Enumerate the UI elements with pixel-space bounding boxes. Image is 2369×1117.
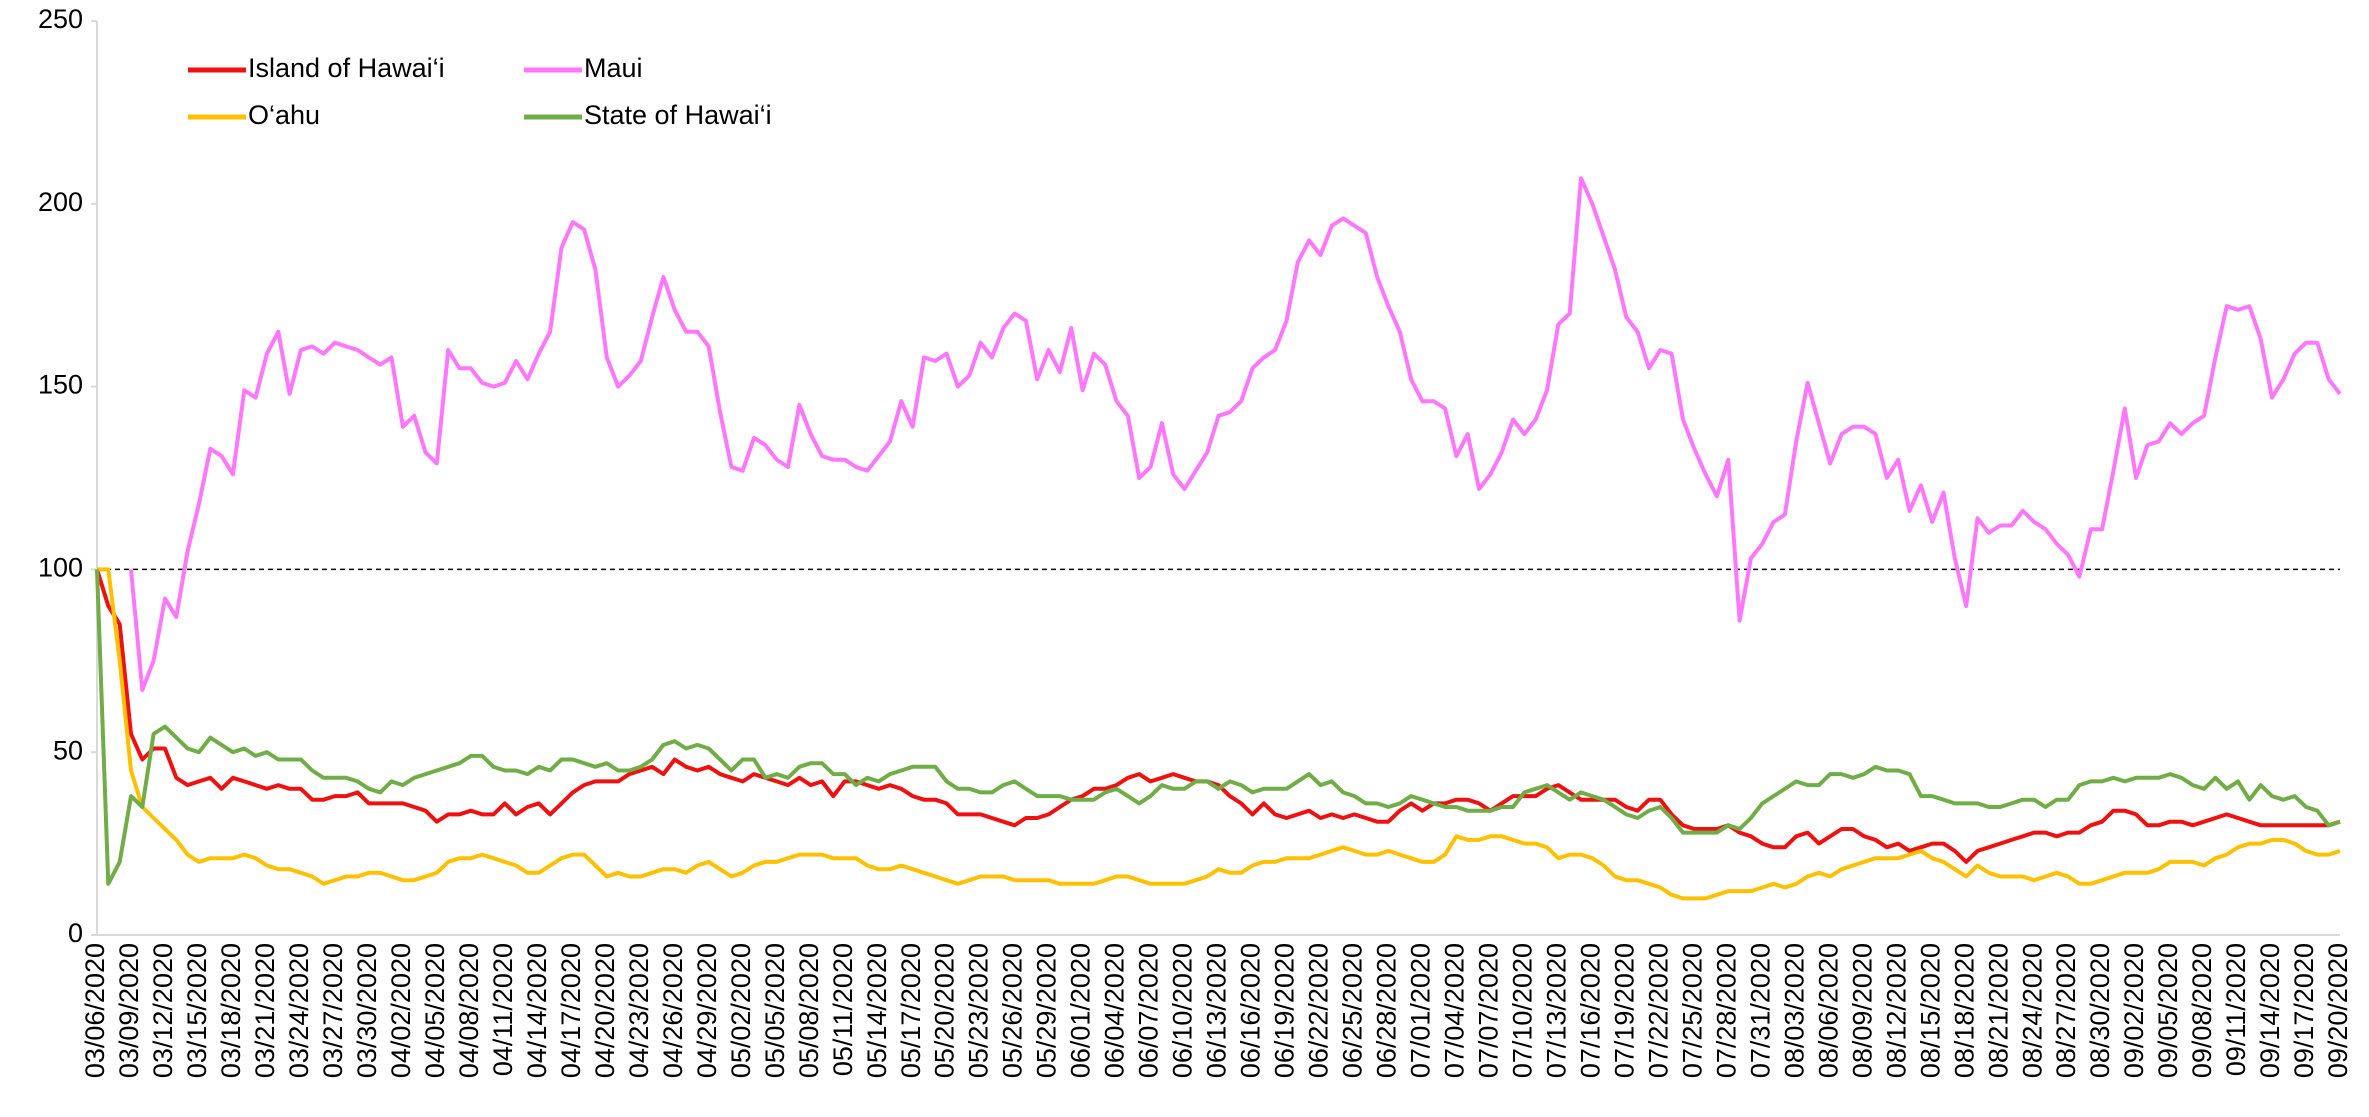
x-tick-label: 04/20/2020: [590, 943, 620, 1078]
x-tick-label: 07/16/2020: [1575, 943, 1605, 1078]
x-tick-label: 09/05/2020: [2153, 943, 2183, 1078]
x-tick-label: 07/04/2020: [1440, 943, 1470, 1078]
x-tick-label: 05/26/2020: [998, 943, 1028, 1078]
x-tick-label: 04/08/2020: [454, 943, 484, 1078]
x-tick-label: 03/27/2020: [318, 943, 348, 1078]
x-tick-label: 07/28/2020: [1711, 943, 1741, 1078]
x-tick-label: 06/13/2020: [1202, 943, 1232, 1078]
x-tick-label: 06/28/2020: [1372, 943, 1402, 1078]
x-tick-label: 05/05/2020: [760, 943, 790, 1078]
y-tick-label: 0: [68, 918, 83, 948]
x-tick-label: 07/13/2020: [1541, 943, 1571, 1078]
x-tick-label: 03/09/2020: [114, 943, 144, 1078]
x-tick-label: 09/17/2020: [2289, 943, 2319, 1078]
x-tick-label: 06/22/2020: [1304, 943, 1334, 1078]
legend-label: State of Hawai‘i: [584, 100, 772, 130]
x-tick-label: 05/17/2020: [896, 943, 926, 1078]
x-tick-label: 07/31/2020: [1745, 943, 1775, 1078]
x-tick-label: 08/30/2020: [2085, 943, 2115, 1078]
x-tick-label: 06/04/2020: [1100, 943, 1130, 1078]
x-tick-label: 07/22/2020: [1643, 943, 1673, 1078]
x-tick-label: 09/11/2020: [2221, 943, 2251, 1076]
x-tick-label: 04/17/2020: [556, 943, 586, 1078]
x-tick-label: 08/06/2020: [1813, 943, 1843, 1078]
series-line: [97, 567, 2341, 901]
x-tick-label: 07/10/2020: [1507, 943, 1537, 1078]
x-tick-label: 08/09/2020: [1847, 943, 1877, 1078]
x-tick-label: 06/19/2020: [1270, 943, 1300, 1078]
x-tick-label: 08/24/2020: [2017, 943, 2047, 1078]
x-tick-label: 06/01/2020: [1066, 943, 1096, 1078]
series-line: [129, 176, 2342, 692]
x-tick-label: 04/29/2020: [692, 943, 722, 1078]
series-line: [95, 568, 2341, 864]
x-tick-label: 03/15/2020: [182, 943, 212, 1078]
x-tick-label: 03/12/2020: [148, 943, 178, 1078]
x-tick-label: 08/03/2020: [1779, 943, 1809, 1078]
x-tick-label: 08/12/2020: [1881, 943, 1911, 1078]
x-tick-label: 09/20/2020: [2323, 943, 2353, 1078]
x-tick-label: 05/23/2020: [964, 943, 994, 1078]
x-tick-label: 05/02/2020: [726, 943, 756, 1078]
series-line: [95, 569, 2341, 886]
x-tick-label: 03/18/2020: [216, 943, 246, 1078]
x-tick-label: 04/26/2020: [658, 943, 688, 1078]
x-tick-label: 09/14/2020: [2255, 943, 2285, 1078]
x-tick-label: 08/18/2020: [1949, 943, 1979, 1078]
x-tick-label: 03/24/2020: [284, 943, 314, 1078]
x-tick-label: 07/25/2020: [1677, 943, 1707, 1078]
x-tick-label: 08/27/2020: [2051, 943, 2081, 1078]
x-tick-label: 07/07/2020: [1474, 943, 1504, 1078]
x-tick-label: 06/25/2020: [1338, 943, 1368, 1078]
x-tick-label: 08/21/2020: [1983, 943, 2013, 1078]
y-tick-label: 100: [38, 553, 83, 583]
x-tick-label: 06/16/2020: [1236, 943, 1266, 1078]
x-tick-label: 03/06/2020: [80, 943, 110, 1078]
x-tick-label: 06/10/2020: [1168, 943, 1198, 1078]
x-tick-label: 04/23/2020: [624, 943, 654, 1078]
x-tick-label: 07/19/2020: [1609, 943, 1639, 1078]
x-tick-label: 03/21/2020: [250, 943, 280, 1078]
x-tick-label: 04/11/2020: [488, 943, 518, 1076]
x-tick-label: 05/14/2020: [862, 943, 892, 1078]
y-tick-label: 150: [38, 370, 83, 400]
x-tick-label: 05/20/2020: [930, 943, 960, 1078]
x-tick-label: 08/15/2020: [1915, 943, 1945, 1078]
y-tick-label: 200: [38, 187, 83, 217]
x-tick-label: 09/08/2020: [2187, 943, 2217, 1078]
x-tick-label: 07/01/2020: [1406, 943, 1436, 1078]
x-tick-label: 09/02/2020: [2119, 943, 2149, 1078]
x-tick-label: 04/02/2020: [386, 943, 416, 1078]
legend-label: Island of Hawai‘i: [248, 53, 445, 83]
x-tick-label: 04/14/2020: [522, 943, 552, 1078]
x-tick-label: 05/29/2020: [1032, 943, 1062, 1078]
legend-label: O‘ahu: [248, 100, 320, 130]
y-tick-label: 50: [53, 735, 83, 765]
x-tick-label: 05/08/2020: [794, 943, 824, 1078]
x-tick-label: 03/30/2020: [352, 943, 382, 1078]
x-tick-label: 06/07/2020: [1134, 943, 1164, 1078]
x-tick-label: 05/11/2020: [828, 943, 858, 1076]
legend-label: Maui: [584, 53, 643, 83]
x-tick-label: 04/05/2020: [420, 943, 450, 1078]
y-tick-label: 250: [38, 4, 83, 34]
